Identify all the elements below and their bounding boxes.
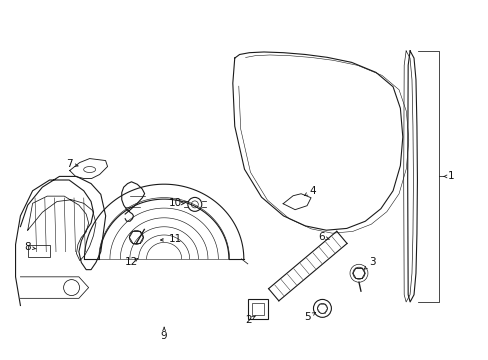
Text: 9: 9 <box>161 331 167 341</box>
Text: 7: 7 <box>66 159 72 169</box>
Text: 4: 4 <box>309 186 315 196</box>
Text: 1: 1 <box>447 171 454 181</box>
Text: 10: 10 <box>168 198 182 208</box>
Text: 2: 2 <box>244 315 251 325</box>
Text: 11: 11 <box>168 234 182 244</box>
Bar <box>248 299 267 319</box>
Text: 6: 6 <box>318 232 324 242</box>
Bar <box>28 244 50 257</box>
Text: 12: 12 <box>124 257 138 267</box>
Text: 8: 8 <box>24 242 31 252</box>
Text: 3: 3 <box>368 257 375 267</box>
Text: 5: 5 <box>304 312 310 322</box>
Bar <box>252 303 264 315</box>
